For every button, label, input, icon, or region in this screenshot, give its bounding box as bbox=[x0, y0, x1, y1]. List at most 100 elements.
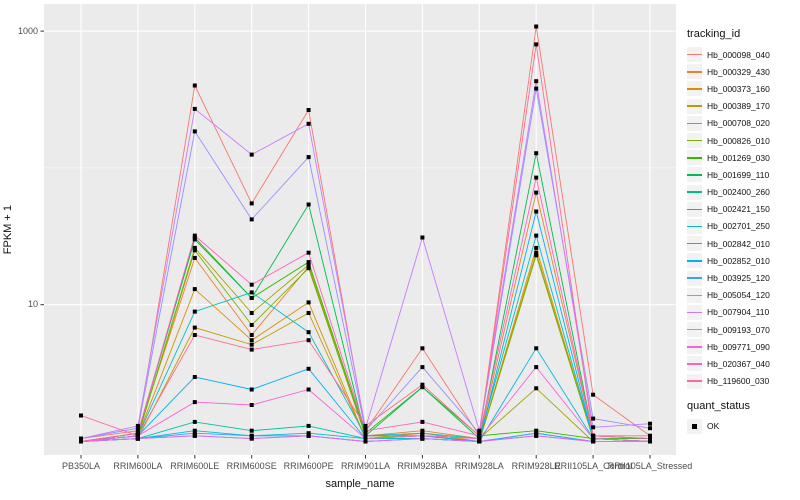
x-tick-label: RRIM600LA bbox=[113, 461, 163, 471]
legend-item: Hb_000389_170 bbox=[687, 98, 799, 115]
legend-item-label: Hb_119600_030 bbox=[707, 376, 770, 387]
x-tick-label: RRIM928LA bbox=[454, 461, 504, 471]
data-point bbox=[249, 152, 254, 157]
data-point bbox=[306, 266, 311, 271]
data-point bbox=[306, 108, 311, 112]
legend-item-label: Hb_000329_430 bbox=[707, 66, 770, 77]
legend-color-line bbox=[687, 88, 702, 90]
legend-key-swatch bbox=[687, 133, 702, 149]
data-point bbox=[192, 255, 197, 260]
legend-item: Hb_002842_010 bbox=[687, 235, 799, 252]
legend-key-swatch bbox=[687, 184, 702, 200]
data-point bbox=[135, 426, 140, 431]
legend-key-swatch bbox=[687, 287, 702, 303]
legend-item: Hb_020367_040 bbox=[687, 355, 799, 372]
data-point bbox=[192, 287, 197, 292]
legend-key-swatch bbox=[687, 115, 702, 131]
data-point bbox=[534, 253, 539, 258]
quant-status-label: OK bbox=[707, 421, 720, 432]
x-tick-label: RRIM600PE bbox=[283, 461, 334, 471]
legend-color-line bbox=[687, 225, 702, 228]
legend-item: Hb_009193_070 bbox=[687, 321, 799, 338]
data-point bbox=[420, 428, 425, 433]
y-tick-label: 10 bbox=[27, 299, 38, 310]
legend-color-line bbox=[687, 208, 702, 211]
data-point bbox=[79, 439, 83, 444]
legend-item-label: Hb_009771_090 bbox=[707, 341, 770, 352]
data-point bbox=[306, 330, 311, 335]
legend-color-line bbox=[687, 174, 702, 176]
legend: tracking_id Hb_000098_040 Hb_000329_430 Hb… bbox=[687, 28, 799, 435]
data-point bbox=[534, 209, 539, 214]
data-point bbox=[420, 346, 425, 351]
legend-item: Hb_009771_090 bbox=[687, 338, 799, 355]
data-point bbox=[306, 431, 311, 436]
data-point bbox=[192, 325, 197, 330]
legend-color-line bbox=[687, 191, 702, 193]
y-axis-title: FPKM + 1 bbox=[2, 204, 14, 255]
data-point bbox=[363, 431, 368, 436]
quant-status-key bbox=[687, 418, 702, 434]
legend-key-swatch bbox=[687, 304, 702, 320]
x-tick-label: RRII105LA_Stressed bbox=[607, 461, 693, 471]
legend-item-label: Hb_002852_010 bbox=[707, 255, 770, 266]
data-point bbox=[534, 151, 539, 156]
data-point bbox=[192, 106, 197, 111]
x-tick-label: RRIM928LE bbox=[511, 461, 561, 471]
legend-item-label: Hb_002421_150 bbox=[707, 204, 770, 215]
legend-key-swatch bbox=[687, 64, 702, 80]
quant-status-item: OK bbox=[687, 418, 799, 435]
legend-item: Hb_002421_150 bbox=[687, 201, 799, 218]
data-point bbox=[249, 323, 254, 327]
legend-key-swatch bbox=[687, 150, 702, 166]
legend-title-tracking-id: tracking_id bbox=[687, 28, 741, 40]
data-point bbox=[306, 338, 311, 343]
legend-color-line bbox=[687, 328, 702, 331]
data-point bbox=[249, 282, 254, 287]
legend-color-line bbox=[687, 260, 702, 262]
data-point bbox=[249, 290, 254, 295]
data-point bbox=[420, 433, 425, 438]
data-point bbox=[648, 439, 652, 444]
legend-color-line bbox=[687, 363, 702, 365]
legend-key-swatch bbox=[687, 322, 702, 338]
x-tick-label: RRIM600SE bbox=[226, 461, 277, 471]
data-point bbox=[648, 436, 652, 441]
data-point bbox=[249, 342, 254, 347]
data-point bbox=[420, 235, 425, 240]
data-point bbox=[192, 419, 197, 424]
data-point bbox=[192, 431, 197, 436]
x-tick-label: RRIM928BA bbox=[397, 461, 448, 471]
data-point bbox=[249, 217, 254, 222]
data-point bbox=[135, 433, 140, 438]
color-legend-rows: Hb_000098_040 Hb_000329_430 Hb_000373_160 H… bbox=[687, 46, 799, 390]
data-point bbox=[534, 386, 539, 391]
data-point bbox=[420, 382, 425, 387]
data-point bbox=[363, 436, 368, 441]
data-point bbox=[534, 365, 539, 370]
data-point bbox=[192, 400, 197, 405]
data-point bbox=[249, 201, 254, 206]
legend-item-label: Hb_002842_010 bbox=[707, 238, 770, 249]
data-point bbox=[591, 439, 596, 444]
data-point bbox=[192, 83, 197, 88]
data-point bbox=[192, 309, 197, 314]
legend-color-line bbox=[687, 105, 702, 107]
legend-key-swatch bbox=[687, 47, 702, 63]
legend-item-label: Hb_000826_010 bbox=[707, 135, 770, 146]
data-point bbox=[306, 260, 311, 265]
legend-color-line bbox=[687, 294, 702, 297]
panel-background bbox=[44, 4, 676, 455]
legend-key-swatch bbox=[687, 339, 702, 355]
data-point bbox=[306, 387, 311, 392]
data-point bbox=[477, 436, 482, 441]
legend-item: Hb_002852_010 bbox=[687, 252, 799, 269]
data-point bbox=[306, 250, 311, 255]
legend-key-swatch bbox=[687, 253, 702, 269]
data-point bbox=[306, 155, 311, 160]
data-point bbox=[591, 433, 596, 438]
x-tick-label: RRII105LA_Control bbox=[554, 461, 633, 471]
legend-key-swatch bbox=[687, 356, 702, 372]
data-point bbox=[306, 423, 311, 428]
